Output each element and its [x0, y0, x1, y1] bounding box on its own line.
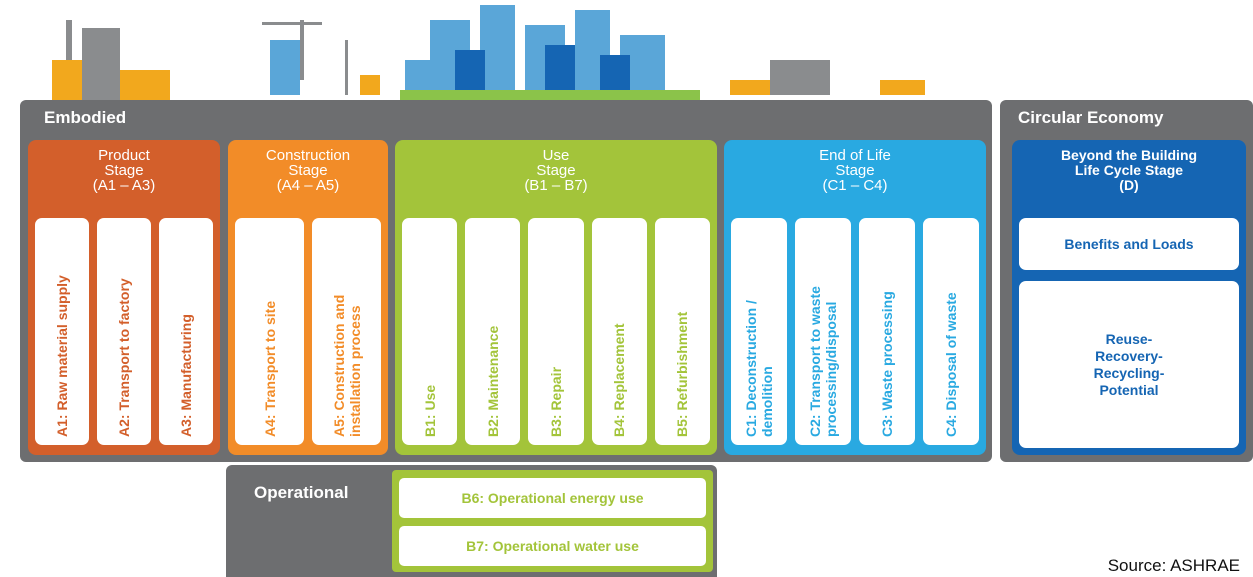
- circular-title-line: (D): [1012, 178, 1246, 193]
- operational-panel: Operational B6: Operational energy use B7…: [226, 465, 717, 577]
- stage-title-line: (B1 – B7): [395, 178, 717, 193]
- module-label: C3: Waste processing: [879, 218, 895, 445]
- circular-title-line: Life Cycle Stage: [1012, 163, 1246, 178]
- module-label-line: A1: Raw material supply: [54, 226, 70, 437]
- module-card: B5: Refurbishment: [655, 218, 710, 445]
- box-line: Recycling-: [1094, 365, 1165, 382]
- module-label-line: B2: Maintenance: [485, 226, 501, 437]
- module-label: B1: Use: [422, 218, 438, 445]
- module-label: A3: Manufacturing: [178, 218, 194, 445]
- stage-title-line: Product: [28, 148, 220, 163]
- module-label-line: C1: Deconstruction /: [743, 226, 759, 437]
- stage-title-line: Stage: [724, 163, 986, 178]
- module-label: B3: Repair: [548, 218, 564, 445]
- box-line: Reuse-: [1106, 331, 1153, 348]
- operational-item: B7: Operational water use: [399, 526, 706, 566]
- operational-box: B6: Operational energy use B7: Operationa…: [392, 470, 713, 572]
- module-label-line: C2: Transport to waste: [807, 226, 823, 437]
- page: Embodied Circular Economy Beyond the Bui…: [0, 0, 1253, 577]
- module-row: A1: Raw material supply A2: Transport to …: [35, 218, 213, 445]
- module-label-line: B1: Use: [422, 226, 438, 437]
- stage-title-line: Stage: [228, 163, 388, 178]
- module-label-line: C3: Waste processing: [879, 226, 895, 437]
- potential-box: Reuse-Recovery-Recycling-Potential: [1019, 281, 1239, 448]
- module-card: B2: Maintenance: [465, 218, 520, 445]
- module-card: A3: Manufacturing: [159, 218, 213, 445]
- module-label: B2: Maintenance: [485, 218, 501, 445]
- operational-item: B6: Operational energy use: [399, 478, 706, 518]
- module-card: A4: Transport to site: [235, 218, 304, 445]
- module-label: B4: Replacement: [611, 218, 627, 445]
- stage-title-line: (A1 – A3): [28, 178, 220, 193]
- module-label-line: installation process: [347, 226, 363, 437]
- module-label: C1: Deconstruction /demolition: [743, 218, 775, 445]
- module-label: B5: Refurbishment: [674, 218, 690, 445]
- module-card: B1: Use: [402, 218, 457, 445]
- module-label-line: A5: Construction and: [331, 226, 347, 437]
- module-label-line: C4: Disposal of waste: [943, 226, 959, 437]
- module-card: B3: Repair: [528, 218, 583, 445]
- module-card: C4: Disposal of waste: [923, 218, 979, 445]
- stage-title-line: End of Life: [724, 148, 986, 163]
- module-label-line: processing/disposal: [823, 226, 839, 437]
- stage-title-line: Use: [395, 148, 717, 163]
- circular-label: Circular Economy: [1018, 108, 1164, 128]
- skyline-illustration: [0, 0, 1253, 100]
- module-label: A4: Transport to site: [262, 218, 278, 445]
- module-card: B4: Replacement: [592, 218, 647, 445]
- stage-title-line: Stage: [28, 163, 220, 178]
- module-row: C1: Deconstruction /demolition C2: Transp…: [731, 218, 979, 445]
- module-row: B1: Use B2: Maintenance B3: Repair B4: Repl…: [402, 218, 710, 445]
- box-line: Benefits and Loads: [1064, 236, 1193, 253]
- benefits-box: Benefits and Loads: [1019, 218, 1239, 270]
- module-label-line: A4: Transport to site: [262, 226, 278, 437]
- stage-title-line: Construction: [228, 148, 388, 163]
- stage-title-line: (A4 – A5): [228, 178, 388, 193]
- module-label-line: B5: Refurbishment: [674, 226, 690, 437]
- module-card: A1: Raw material supply: [35, 218, 89, 445]
- module-label: A1: Raw material supply: [54, 218, 70, 445]
- module-label-line: A3: Manufacturing: [178, 226, 194, 437]
- embodied-label: Embodied: [44, 108, 126, 128]
- module-label: A2: Transport to factory: [116, 218, 132, 445]
- module-label-line: A2: Transport to factory: [116, 226, 132, 437]
- module-label-line: demolition: [759, 226, 775, 437]
- module-row: A4: Transport to site A5: Construction an…: [235, 218, 381, 445]
- box-line: Recovery-: [1095, 348, 1163, 365]
- module-label-line: B3: Repair: [548, 226, 564, 437]
- stage-title-line: Stage: [395, 163, 717, 178]
- module-label-line: B4: Replacement: [611, 226, 627, 437]
- operational-label: Operational: [254, 483, 348, 503]
- source: Source: ASHRAE: [1108, 556, 1240, 576]
- stage-title-line: (C1 – C4): [724, 178, 986, 193]
- circular-title-line: Beyond the Building: [1012, 148, 1246, 163]
- module-card: A2: Transport to factory: [97, 218, 151, 445]
- module-card: C3: Waste processing: [859, 218, 915, 445]
- module-label: C4: Disposal of waste: [943, 218, 959, 445]
- module-card: C1: Deconstruction /demolition: [731, 218, 787, 445]
- box-line: Potential: [1099, 382, 1158, 399]
